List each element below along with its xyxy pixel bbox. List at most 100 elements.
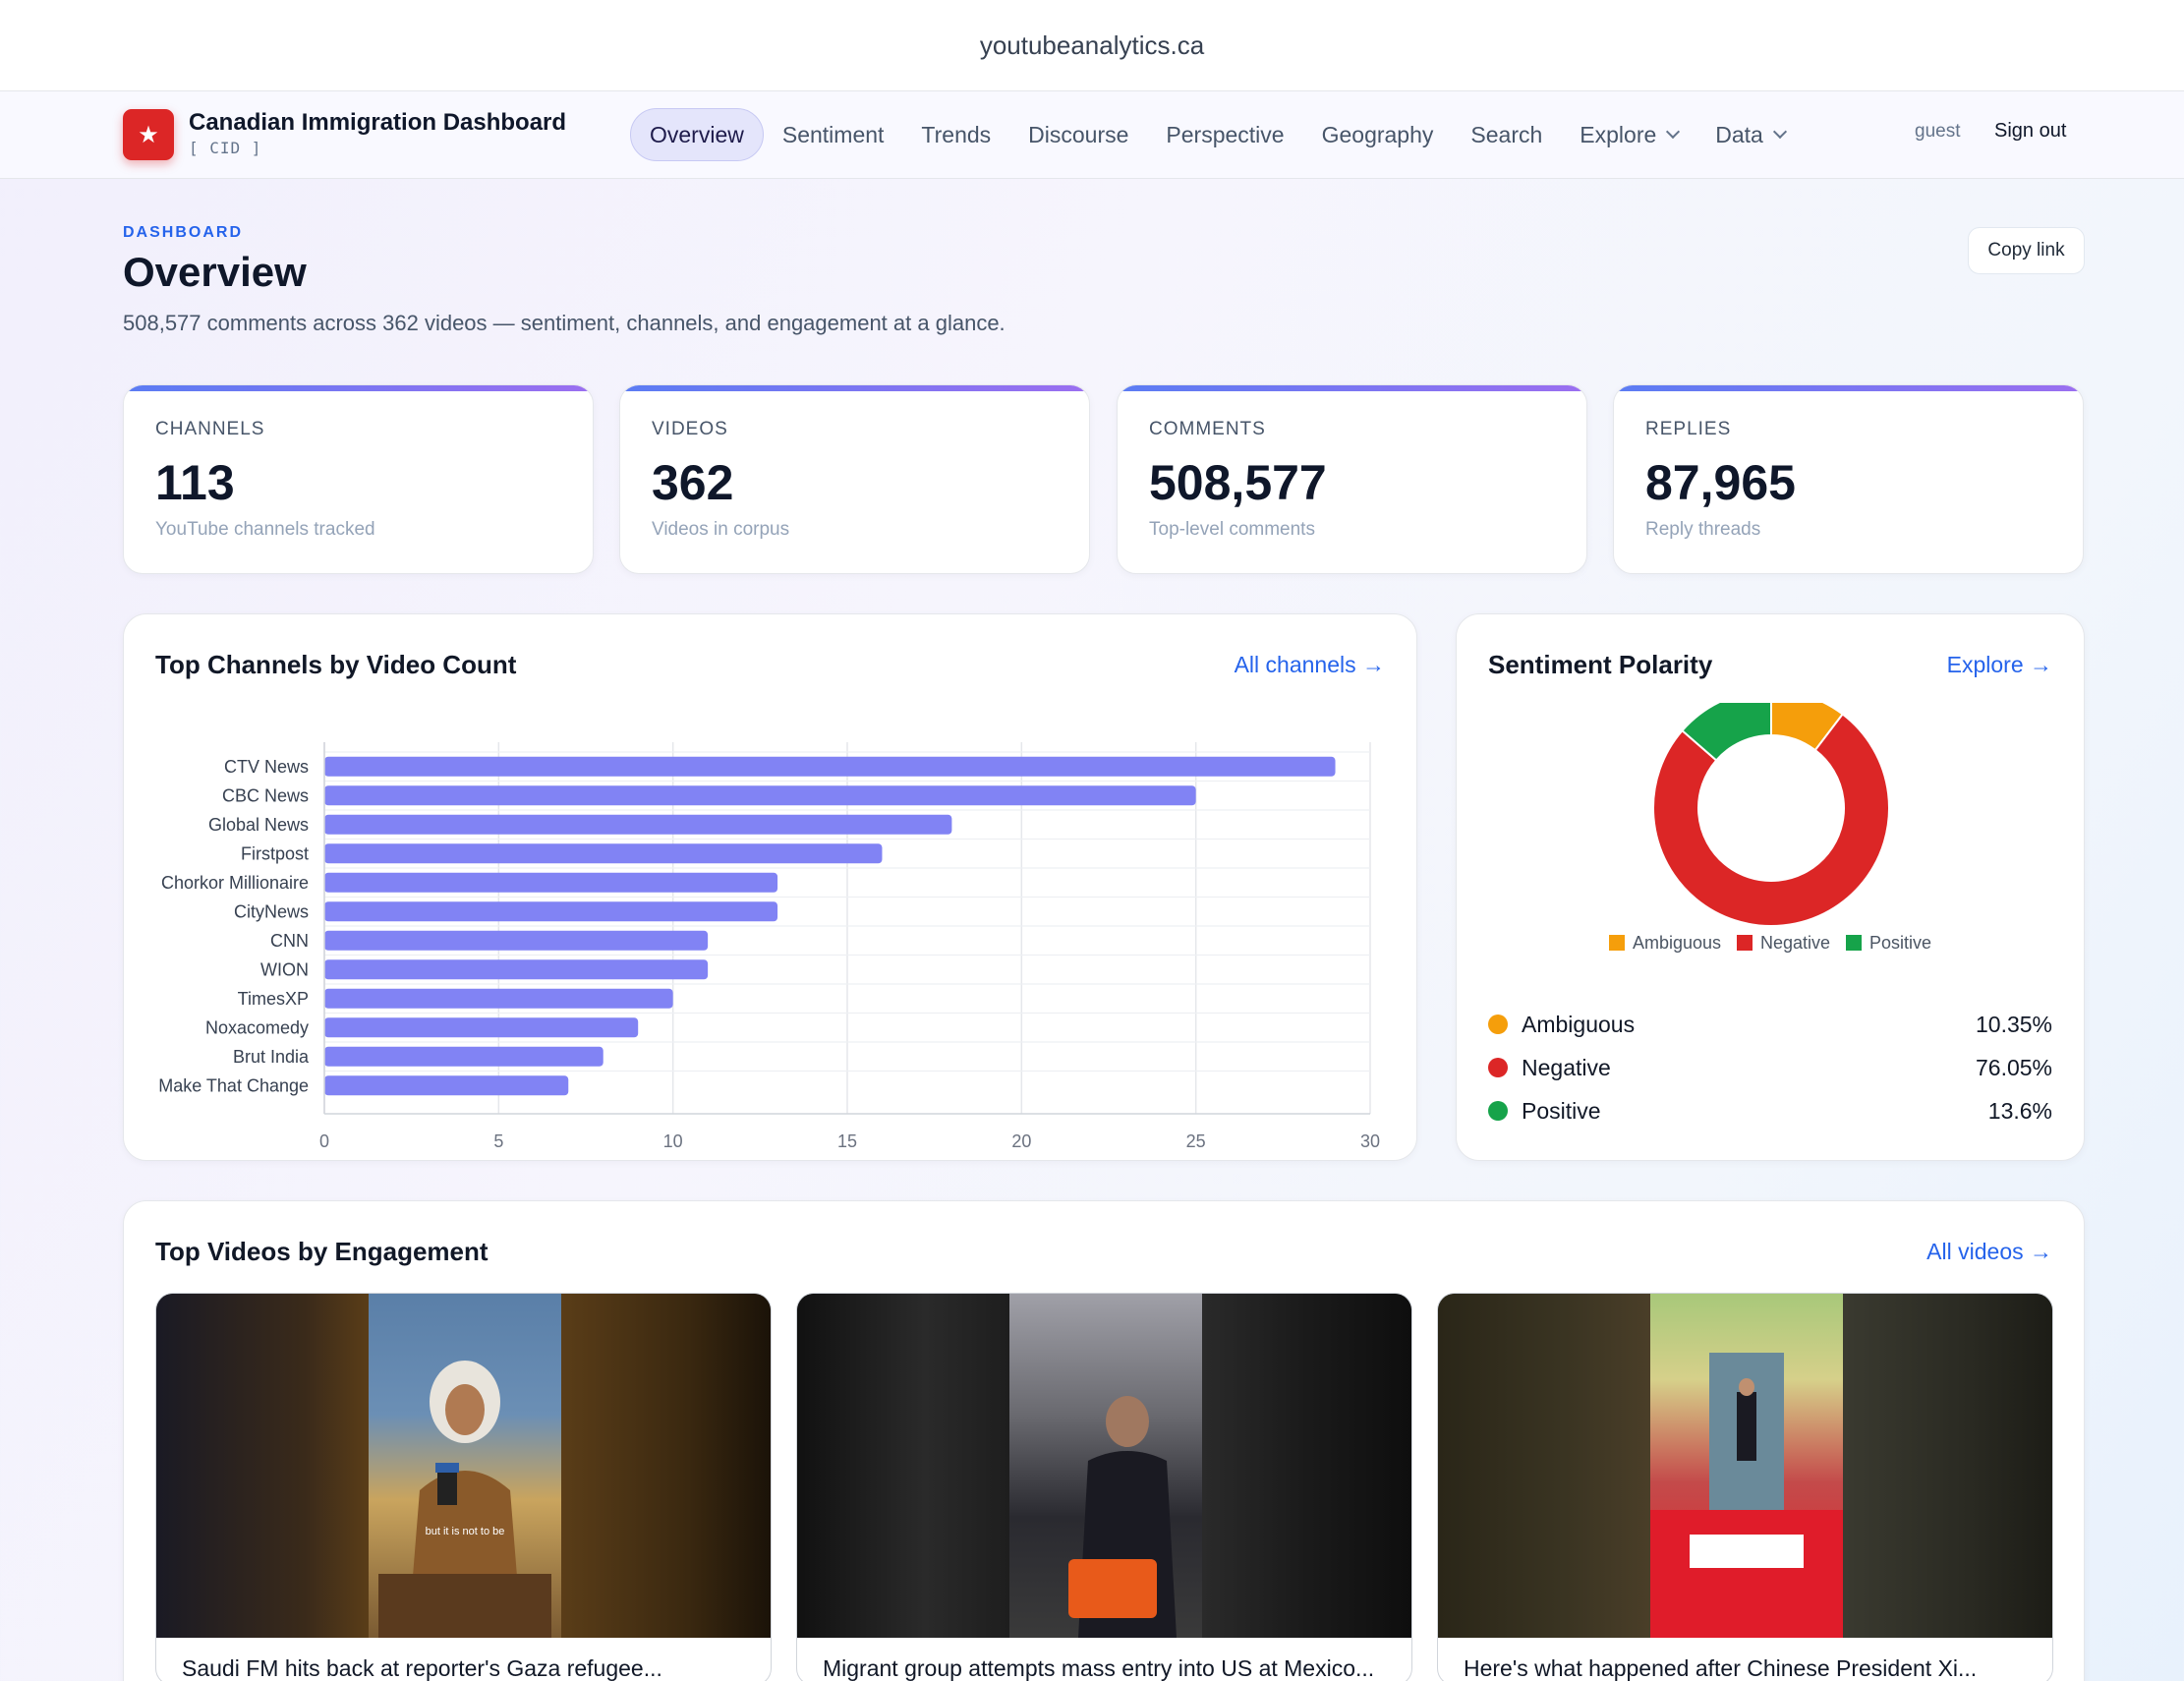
video-title[interactable]: Saudi FM hits back at reporter's Gaza re… (182, 1655, 662, 1681)
chevron-down-icon (1666, 124, 1681, 140)
officer-figure (1068, 1396, 1177, 1638)
top-nav: ★ Canadian Immigration Dashboard [ CID ]… (0, 91, 2184, 179)
nav-trends[interactable]: Trends (921, 121, 992, 147)
y-tick-label: CityNews (234, 901, 309, 921)
chevron-down-icon (1772, 124, 1787, 140)
sentiment-pct: 10.35% (1975, 1011, 2052, 1037)
page-subtitle: 508,577 comments across 362 videos — sen… (123, 311, 1006, 335)
stat-value: 508,577 (1149, 455, 1327, 510)
x-tick-label: 10 (663, 1131, 683, 1151)
donut-slice-positive[interactable] (1681, 703, 1772, 762)
sentiment-pct: 76.05% (1975, 1054, 2052, 1080)
video-card[interactable]: Here's what happened after Chinese Presi… (1437, 1293, 2053, 1681)
nav-geography[interactable]: Geography (1321, 121, 1434, 147)
video-thumbnail[interactable] (1438, 1294, 2052, 1638)
stat-value: 362 (652, 455, 734, 510)
panel-title: Top Videos by Engagement (155, 1237, 489, 1266)
stat-card-channels: CHANNELS 113 YouTube channels tracked (123, 384, 594, 574)
top-channels-panel: Top Channels by Video Count All channels… (123, 613, 1417, 1161)
bar[interactable] (324, 930, 709, 951)
red-carpet-scene (1650, 1353, 1843, 1638)
panel-title: Top Channels by Video Count (155, 650, 517, 679)
bar[interactable] (324, 785, 1196, 806)
all-videos-link[interactable]: All videos → (1926, 1239, 2052, 1264)
bar[interactable] (324, 959, 709, 980)
bar[interactable] (324, 843, 883, 864)
legend-swatch (1737, 935, 1753, 951)
stat-hint: Reply threads (1645, 519, 1761, 540)
y-tick-label: CNN (270, 931, 309, 951)
star-icon[interactable]: ★ (123, 109, 174, 160)
legend-label[interactable]: Negative (1760, 933, 1830, 953)
page-eyebrow: DASHBOARD (123, 224, 243, 241)
all-channels-link[interactable]: All channels → (1234, 652, 1385, 677)
bar[interactable] (324, 1046, 603, 1067)
nav-explore-label: Explore (1580, 121, 1657, 147)
video-thumbnail[interactable] (797, 1294, 1411, 1638)
video-card[interactable]: but it is not to be Saudi FM hits back a… (155, 1293, 772, 1681)
stat-card-replies: REPLIES 87,965 Reply threads (1613, 384, 2084, 574)
bar[interactable] (324, 814, 952, 835)
sentiment-panel: Sentiment Polarity Explore → Ambiguous Ne… (1456, 613, 2085, 1161)
y-tick-label: Global News (208, 815, 309, 835)
bar[interactable] (324, 1017, 639, 1038)
brand-title[interactable]: Canadian Immigration Dashboard (189, 109, 567, 136)
panel-title: Sentiment Polarity (1488, 650, 1713, 679)
stat-card-comments: COMMENTS 508,577 Top-level comments (1117, 384, 1587, 574)
sentiment-name: Positive (1522, 1097, 1601, 1124)
explore-sentiment-link[interactable]: Explore → (1946, 652, 2052, 677)
x-tick-label: 5 (493, 1131, 503, 1151)
legend-label[interactable]: Positive (1869, 933, 1931, 953)
copy-link-button[interactable]: Copy link (1968, 227, 2085, 274)
top-videos-panel: Top Videos by Engagement All videos → bu… (123, 1200, 2085, 1681)
x-tick-label: 25 (1186, 1131, 1206, 1151)
video-card[interactable]: Migrant group attempts mass entry into U… (796, 1293, 1412, 1681)
video-thumbnail[interactable]: but it is not to be (156, 1294, 771, 1638)
nav-search[interactable]: Search (1470, 121, 1543, 147)
nav-data-label: Data (1715, 121, 1763, 147)
y-tick-label: Chorkor Millionaire (161, 873, 309, 893)
nav-perspective[interactable]: Perspective (1166, 121, 1285, 147)
nav-sentiment[interactable]: Sentiment (781, 121, 885, 147)
stat-hint: Videos in corpus (652, 519, 790, 540)
nav-overview[interactable]: Overview (630, 108, 764, 161)
url-text: youtubeanalytics.ca (979, 29, 1205, 60)
bar[interactable] (324, 1075, 569, 1096)
stat-label: REPLIES (1645, 419, 1732, 439)
video-title[interactable]: Migrant group attempts mass entry into U… (823, 1655, 1375, 1681)
bar[interactable] (324, 756, 1336, 777)
stat-label: VIDEOS (652, 419, 728, 439)
sentiment-row-negative: Negative 76.05% (1488, 1053, 2052, 1082)
page-title: Overview (123, 249, 307, 295)
y-tick-label: Make That Change (158, 1075, 309, 1095)
video-title[interactable]: Here's what happened after Chinese Presi… (1464, 1655, 1978, 1681)
y-tick-label: Noxacomedy (205, 1017, 309, 1037)
stat-value: 87,965 (1645, 455, 1796, 510)
bar[interactable] (324, 872, 778, 893)
y-tick-label: CBC News (222, 785, 309, 805)
x-tick-label: 0 (319, 1131, 329, 1151)
negative-dot-icon (1488, 1058, 1508, 1077)
y-tick-label: Firstpost (241, 843, 309, 863)
x-tick-label: 15 (837, 1131, 857, 1151)
y-tick-label: Brut India (233, 1047, 310, 1067)
legend-swatch (1609, 935, 1625, 951)
sign-out-button[interactable]: Sign out (1994, 120, 2067, 142)
nav-explore-dropdown[interactable]: Explore (1561, 108, 1696, 161)
thumbnail-caption: but it is not to be (426, 1526, 505, 1537)
stat-value: 113 (155, 455, 235, 510)
nav-discourse[interactable]: Discourse (1028, 121, 1129, 147)
sentiment-name: Ambiguous (1522, 1011, 1636, 1037)
x-tick-label: 30 (1360, 1131, 1380, 1151)
sentiment-pct: 13.6% (1987, 1097, 2052, 1124)
bar[interactable] (324, 901, 778, 922)
stat-label: COMMENTS (1149, 419, 1266, 439)
user-name: guest (1915, 121, 1961, 142)
sentiment-row-positive: Positive 13.6% (1488, 1096, 2052, 1126)
sentiment-name: Negative (1522, 1054, 1611, 1080)
donut-slice-negative[interactable] (1652, 713, 1890, 927)
address-bar[interactable]: youtubeanalytics.ca (0, 0, 2184, 91)
bar[interactable] (324, 988, 673, 1009)
legend-label[interactable]: Ambiguous (1633, 933, 1721, 953)
nav-data-dropdown[interactable]: Data (1696, 108, 1804, 161)
